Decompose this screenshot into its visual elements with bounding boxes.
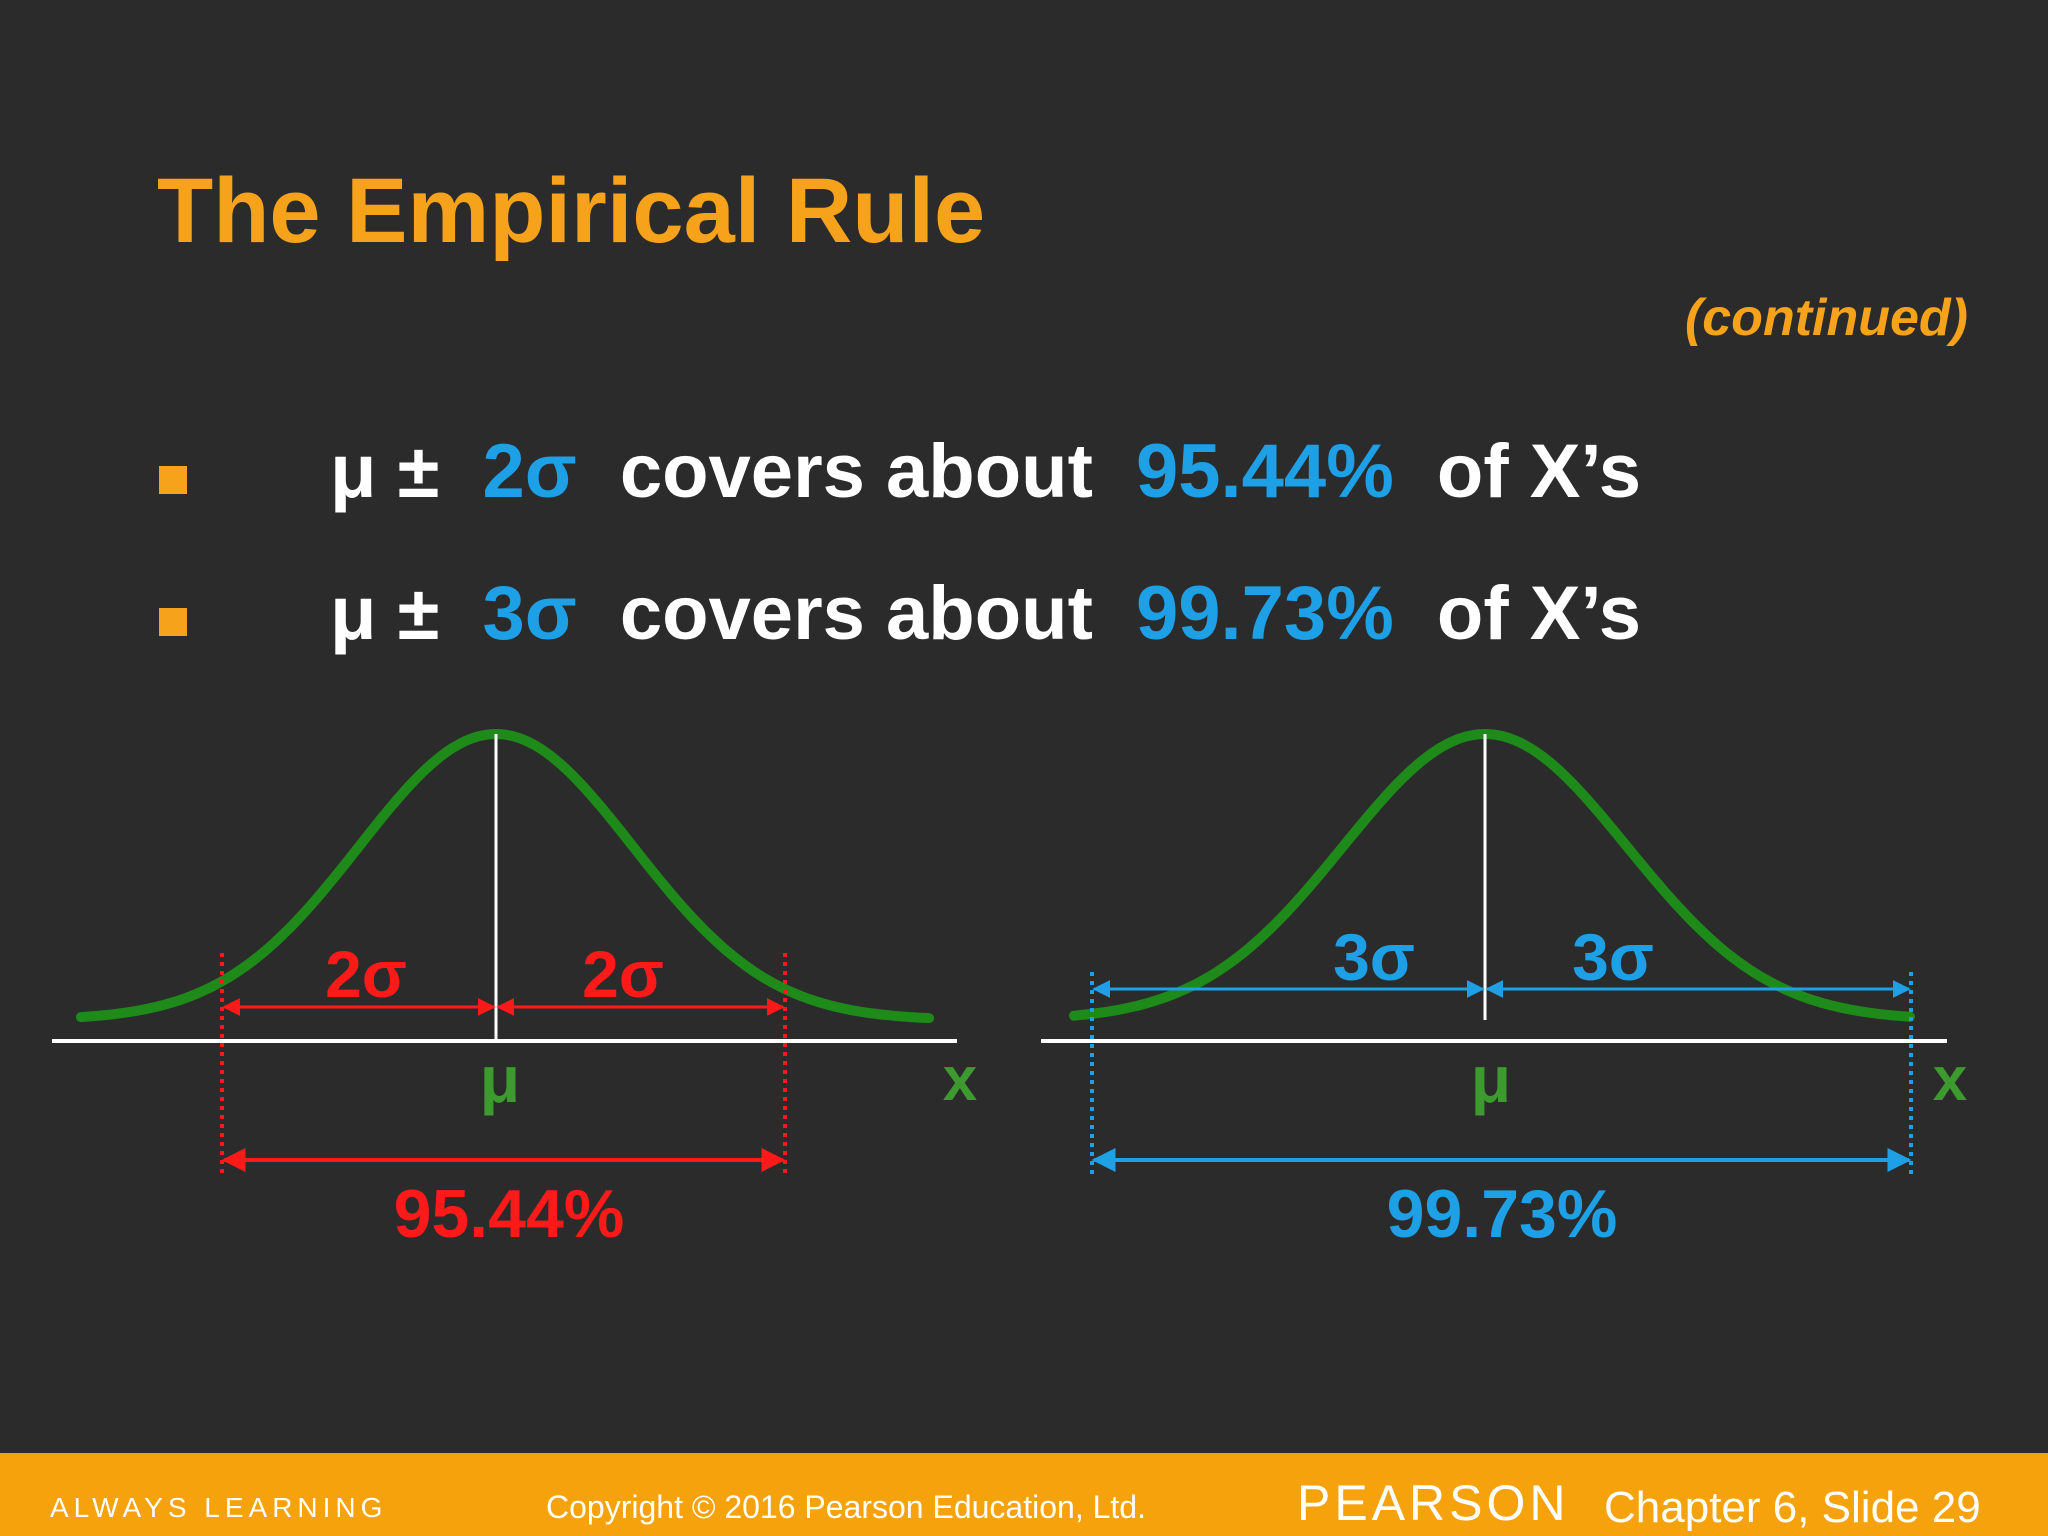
subtitle: (continued) <box>1685 289 1968 347</box>
axis-label: x <box>1933 1045 1968 1114</box>
normal-diagram: 2σ 2σ μ x 95.44% <box>52 728 978 1252</box>
mean-label: μ <box>1471 1042 1511 1116</box>
footer-band <box>0 1453 2048 1536</box>
text-span: covers about <box>620 571 1093 656</box>
text-span: 95.44% <box>1136 429 1394 514</box>
text-span: of X’s <box>1437 429 1641 514</box>
normal-diagram: 3σ 3σ μ x 99.73% <box>1041 728 1968 1252</box>
footer-brand: PEARSON <box>1297 1475 1570 1531</box>
mean-label: μ <box>480 1042 520 1116</box>
text-span: of X’s <box>1437 571 1641 656</box>
coverage-label: 95.44% <box>394 1176 625 1252</box>
text-span: covers about <box>620 429 1093 514</box>
bullet-marker <box>159 608 187 636</box>
bullet-text: μ ± 2σ covers about 95.44% of X’s <box>330 429 1641 514</box>
sigma-label: 3σ <box>1333 920 1415 994</box>
footer-slide-number: Chapter 6, Slide 29 <box>1604 1483 1981 1532</box>
bullet-text: μ ± 3σ covers about 99.73% of X’s <box>330 571 1641 656</box>
bullet-marker <box>159 466 187 494</box>
sigma-label: 2σ <box>582 937 664 1011</box>
text-span: μ ± <box>330 571 439 656</box>
slide-title: The Empirical Rule <box>157 160 985 262</box>
footer-copyright: Copyright © 2016 Pearson Education, Ltd. <box>546 1489 1146 1525</box>
sigma-label: 3σ <box>1572 920 1654 994</box>
footer-tagline: ALWAYS LEARNING <box>50 1492 387 1523</box>
sigma-label: 2σ <box>325 937 407 1011</box>
text-span: 3σ <box>482 571 576 656</box>
text-span: 99.73% <box>1136 571 1394 656</box>
axis-label: x <box>943 1045 978 1114</box>
text-span: μ ± <box>330 429 439 514</box>
coverage-label: 99.73% <box>1387 1176 1618 1252</box>
text-span: 2σ <box>482 429 576 514</box>
